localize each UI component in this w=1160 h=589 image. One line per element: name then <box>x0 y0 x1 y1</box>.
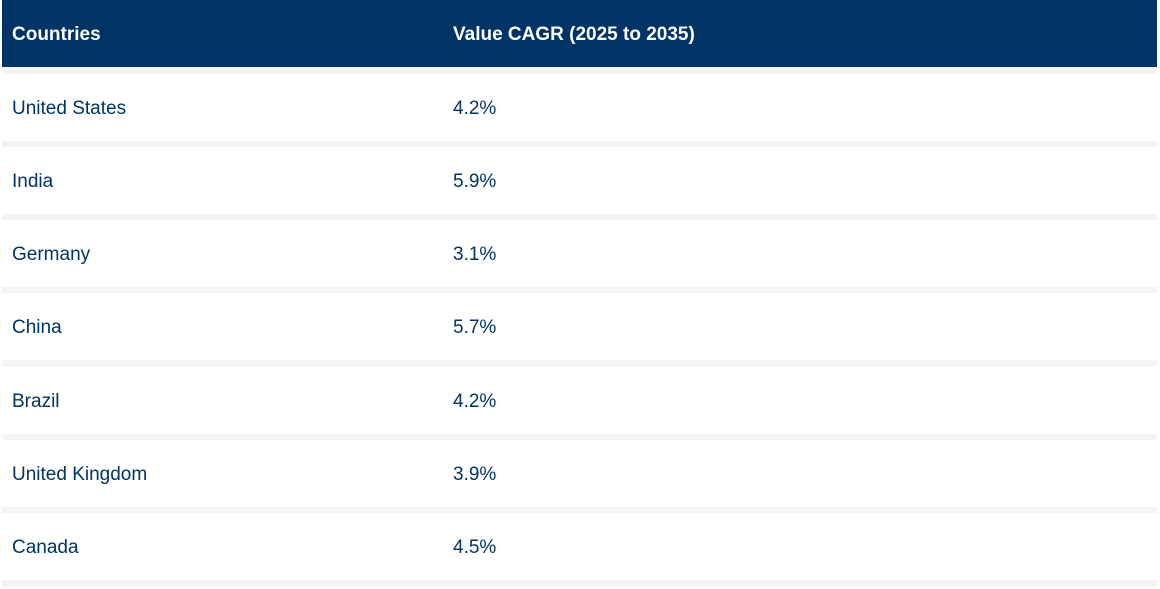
cagr-cell: 3.1% <box>453 244 497 265</box>
cagr-cell: 4.5% <box>453 537 497 558</box>
table-row: China 5.7% <box>2 293 1157 360</box>
country-cell: Brazil <box>12 391 60 412</box>
country-cell: United States <box>12 98 127 119</box>
table-row: United States 4.2% <box>2 74 1157 141</box>
header-value-cagr: Value CAGR (2025 to 2035) <box>453 24 695 45</box>
table-row: United Kingdom 3.9% <box>2 440 1157 507</box>
cagr-cell: 5.7% <box>453 317 497 338</box>
table-row: India 5.9% <box>2 147 1157 214</box>
country-cell: Germany <box>12 244 91 265</box>
country-cell: United Kingdom <box>12 464 148 485</box>
cagr-cell: 5.9% <box>453 171 497 192</box>
table-row: Brazil 4.2% <box>2 367 1157 434</box>
cagr-cell: 4.2% <box>453 98 497 119</box>
country-cell: India <box>12 171 54 192</box>
table-row: Germany 3.1% <box>2 220 1157 287</box>
table-header-row: Countries Value CAGR (2025 to 2035) <box>2 0 1157 67</box>
country-cell: Canada <box>12 537 79 558</box>
country-cell: China <box>12 317 62 338</box>
table-row: Canada 4.5% <box>2 513 1157 580</box>
header-countries: Countries <box>12 24 101 45</box>
cagr-cell: 4.2% <box>453 391 497 412</box>
cagr-cell: 3.9% <box>453 464 497 485</box>
